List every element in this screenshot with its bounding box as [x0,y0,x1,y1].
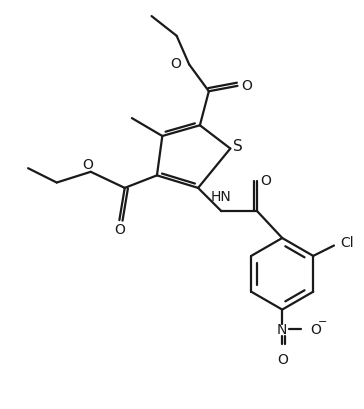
Text: O: O [241,79,252,93]
Text: Cl: Cl [340,235,354,249]
Text: O: O [310,322,321,337]
Text: O: O [261,173,272,188]
Text: O: O [170,57,181,71]
Text: S: S [233,139,243,154]
Text: N: N [277,322,288,337]
Text: O: O [277,352,288,366]
Text: O: O [114,222,125,236]
Text: O: O [82,157,93,171]
Text: −: − [318,317,328,327]
Text: HN: HN [211,190,232,204]
